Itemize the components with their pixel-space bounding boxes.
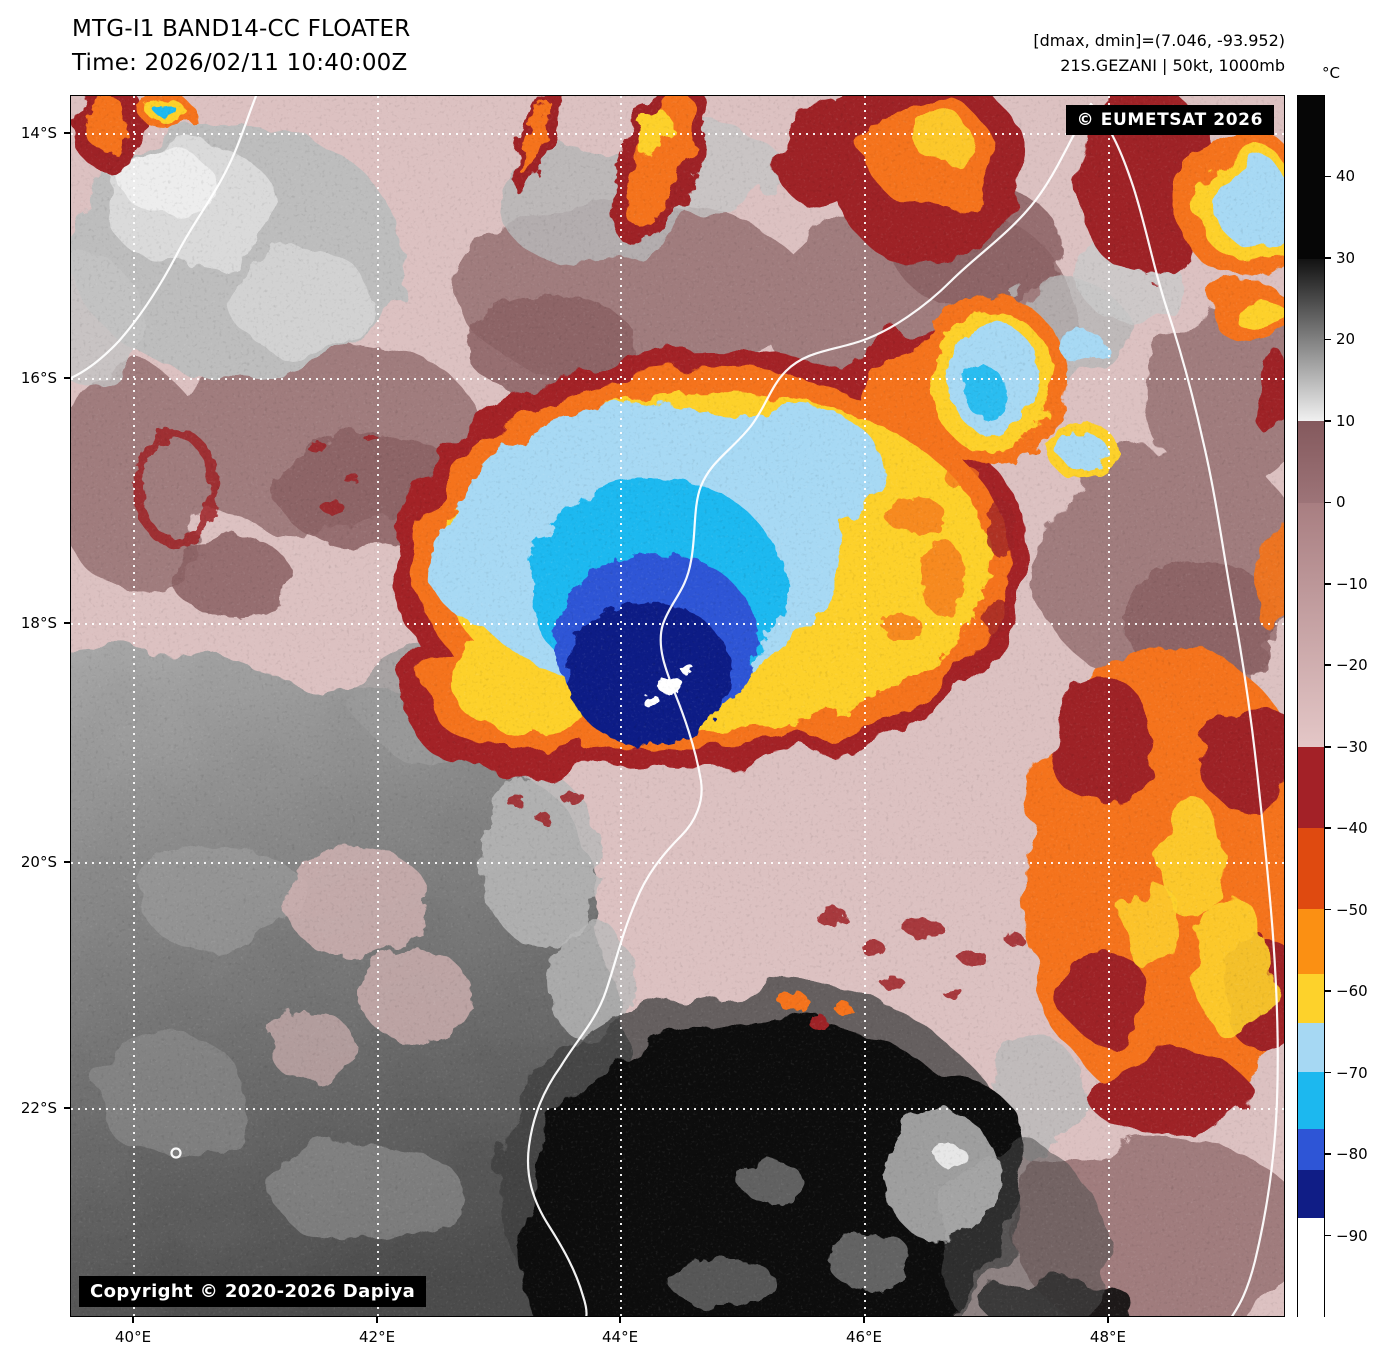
- colorbar-tick-mark: [1325, 1071, 1331, 1074]
- y-tick-label: 18°S: [20, 614, 57, 633]
- colorbar-tick-label: −60: [1336, 982, 1368, 1001]
- colorbar-tick-label: 40: [1336, 167, 1356, 186]
- colorbar-tick-mark: [1325, 257, 1331, 259]
- y-tick-mark: [64, 377, 70, 379]
- colorbar-tick-mark: [1325, 745, 1331, 748]
- colorbar-tick-label: 0: [1336, 493, 1346, 512]
- coastlines: [71, 96, 1279, 1316]
- x-tick-label: 46°E: [845, 1327, 883, 1346]
- figure-time: Time: 2026/02/11 10:40:00Z: [72, 50, 408, 76]
- colorbar-segment: [1298, 909, 1324, 975]
- y-tick-label: 16°S: [20, 369, 57, 387]
- colorbar-segment: [1298, 258, 1324, 422]
- colorbar-tick-mark: [1325, 338, 1331, 341]
- colorbar-tick-mark: [1325, 1234, 1331, 1237]
- colorbar-segment: [1298, 502, 1324, 748]
- y-tick-label: 14°S: [20, 124, 57, 142]
- storm-readout: 21S.GEZANI | 50kt, 1000mb: [1060, 56, 1285, 75]
- colorbar-tick-label: −40: [1336, 819, 1368, 838]
- x-tick-label: 40°E: [115, 1327, 152, 1346]
- colorbar-unit-label: °C: [1322, 64, 1340, 82]
- colorbar-tick-label: −10: [1336, 574, 1368, 593]
- x-tick-mark: [863, 1316, 865, 1323]
- y-tick-mark: [64, 1107, 70, 1109]
- colorbar-segment: [1298, 1218, 1324, 1317]
- colorbar-segment: [1298, 1023, 1324, 1073]
- colorbar-tick-mark: [1325, 990, 1331, 992]
- figure-title: MTG-I1 BAND14-CC FLOATER: [72, 16, 411, 42]
- colorbar-tick-label: −90: [1336, 1226, 1368, 1245]
- colorbar-tick-label: −70: [1336, 1063, 1368, 1082]
- y-tick-mark: [64, 861, 70, 863]
- x-tick-mark: [1107, 1316, 1109, 1323]
- coastline-madagascar-west: [526, 102, 1093, 1316]
- y-tick-mark: [64, 132, 70, 134]
- colorbar-tick-label: −20: [1336, 656, 1368, 675]
- colorbar-tick-mark: [1325, 908, 1331, 911]
- y-tick-mark: [64, 622, 70, 624]
- colorbar-segment: [1298, 974, 1324, 1024]
- y-axis: 14°S 16°S 18°S 20°S 22°S: [0, 95, 70, 1317]
- colorbar-tick-mark: [1325, 1153, 1331, 1155]
- colorbar-tick-label: 10: [1336, 411, 1356, 430]
- colorbar-tick-area: 40 30 20 10 0 −10 −20 −30 −40 −50 −60 −70 −80 −90: [1325, 95, 1388, 1317]
- colorbar-tick-mark: [1325, 420, 1331, 422]
- colorbar-segment: [1298, 828, 1324, 910]
- x-axis: 40°E 42°E 44°E 46°E 48°E: [70, 1316, 1285, 1359]
- colorbar-tick-label: 30: [1336, 248, 1356, 267]
- colorbar: [1297, 95, 1325, 1317]
- dmax-dmin-readout: [dmax, dmin]=(7.046, -93.952): [1033, 31, 1285, 50]
- x-tick-mark: [376, 1316, 378, 1323]
- coastline-africa: [71, 96, 258, 380]
- colorbar-segment: [1298, 1128, 1324, 1171]
- texture-grain-dark: [71, 96, 1284, 1316]
- small-island: [170, 1147, 182, 1159]
- colorbar-tick-mark: [1325, 175, 1331, 178]
- colorbar-tick-label: −30: [1336, 737, 1368, 756]
- x-tick-label: 44°E: [601, 1327, 639, 1346]
- colorbar-segment: [1298, 1169, 1324, 1219]
- colorbar-tick-mark: [1325, 501, 1331, 504]
- x-tick-mark: [619, 1316, 621, 1323]
- x-tick-label: 48°E: [1089, 1327, 1127, 1346]
- coastline-madagascar-east: [1089, 102, 1279, 1316]
- colorbar-tick-mark: [1325, 664, 1331, 667]
- colorbar-tick-label: −50: [1336, 900, 1368, 919]
- x-tick-label: 42°E: [358, 1327, 396, 1346]
- map-area: © EUMETSAT 2026 Copyright © 2020-2026 Da…: [70, 95, 1285, 1317]
- colorbar-tick-mark: [1325, 583, 1331, 585]
- y-tick-label: 22°S: [20, 1099, 57, 1118]
- colorbar-segment: [1298, 1072, 1324, 1130]
- colorbar-tick-label: 20: [1336, 330, 1356, 349]
- eumetsat-credit-badge: © EUMETSAT 2026: [1065, 105, 1274, 135]
- x-tick-mark: [132, 1316, 134, 1323]
- colorbar-segment: [1298, 96, 1324, 260]
- satellite-imagery: [71, 96, 1284, 1316]
- copyright-badge: Copyright © 2020-2026 Dapiya: [79, 1276, 427, 1307]
- colorbar-segment: [1298, 421, 1324, 504]
- colorbar-tick-mark: [1325, 827, 1331, 829]
- colorbar-tick-label: −80: [1336, 1145, 1368, 1164]
- figure-info: [dmax, dmin]=(7.046, -93.952) 21S.GEZANI…: [1033, 28, 1285, 78]
- colorbar-segment: [1298, 746, 1324, 829]
- y-tick-label: 20°S: [20, 853, 57, 872]
